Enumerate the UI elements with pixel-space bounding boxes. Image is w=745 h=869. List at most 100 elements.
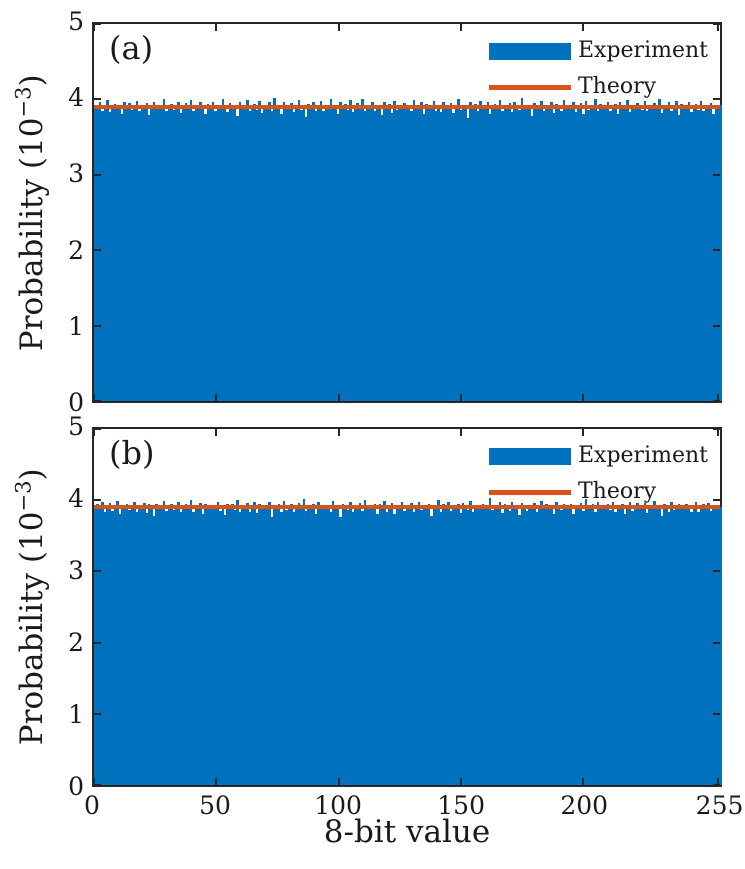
histogram-bar: [542, 509, 546, 785]
histogram-bar: [174, 105, 178, 401]
histogram-bar: [246, 503, 249, 785]
y-tick-mark: [94, 173, 101, 176]
histogram-bar: [182, 507, 185, 785]
histogram-bar: [238, 102, 242, 401]
y-tick-mark: [94, 23, 101, 25]
histogram-bar: [464, 506, 467, 785]
histogram-bar: [508, 103, 512, 401]
histogram-bar: [233, 510, 237, 785]
histogram-bar: [317, 106, 320, 401]
histogram-bar: [297, 100, 301, 401]
histogram-bar: [277, 503, 281, 785]
histogram-bar: [432, 100, 435, 401]
histogram-bar: [437, 500, 440, 785]
histogram-bar: [385, 108, 389, 401]
histogram-bar: [287, 506, 291, 785]
histogram-bar: [302, 498, 305, 785]
histogram-bar: [503, 504, 507, 785]
histogram-bar: [292, 512, 296, 785]
histogram-bar: [589, 105, 592, 401]
histogram-bar: [601, 108, 605, 401]
histogram-bar: [346, 109, 350, 401]
histogram-bar: [540, 100, 543, 401]
histogram-bar: [565, 505, 568, 785]
histogram-bar: [572, 102, 575, 401]
histogram-bar: [145, 513, 148, 785]
x-tick-mark: [716, 429, 719, 436]
histogram-bar: [162, 99, 166, 401]
histogram-bar: [427, 109, 431, 401]
histogram-bar: [469, 500, 472, 785]
histogram-bar: [145, 103, 148, 401]
histogram-bar: [430, 105, 433, 401]
histogram-bar: [511, 501, 514, 785]
histogram-bar: [695, 103, 698, 401]
histogram-bar: [677, 115, 681, 401]
histogram-bar: [366, 105, 369, 401]
histogram-bar: [609, 110, 612, 401]
histogram-bar: [187, 108, 190, 401]
histogram-bar: [307, 103, 310, 401]
x-tick-label: 50: [199, 791, 231, 820]
histogram-bar: [699, 507, 703, 785]
y-tick-mark: [713, 173, 720, 176]
legend-entry-theory: Theory: [488, 75, 708, 99]
histogram-bar: [400, 106, 404, 401]
histogram-bar: [584, 100, 588, 401]
histogram-bar: [471, 106, 475, 401]
histogram-bar: [344, 103, 347, 401]
histogram-bar: [128, 103, 131, 401]
histogram-bar: [547, 508, 551, 785]
histogram-bar: [645, 513, 649, 785]
histogram-bar: [587, 109, 590, 401]
histogram-bar: [457, 504, 460, 785]
x-tick-mark: [716, 778, 719, 785]
x-tick-mark: [215, 394, 218, 401]
histogram-bar: [481, 109, 485, 401]
histogram-bar: [395, 109, 399, 401]
histogram-bar: [282, 101, 286, 401]
histogram-bar: [523, 108, 526, 401]
histogram-bar: [618, 102, 622, 401]
histogram-bar: [106, 100, 109, 401]
y-tick-label: 4: [68, 83, 84, 113]
y-tick-mark: [713, 249, 720, 252]
histogram-bar: [515, 505, 519, 785]
histogram-bar: [457, 99, 460, 401]
histogram-bar: [172, 510, 175, 785]
histogram-bar: [329, 99, 332, 401]
y-tick-label: 0: [68, 772, 84, 801]
histogram-bar: [655, 509, 659, 785]
histogram-bar: [508, 510, 512, 785]
histogram-bar: [587, 509, 590, 785]
histogram-bar: [322, 110, 325, 401]
histogram-bar: [253, 501, 256, 785]
histogram-bar: [501, 110, 504, 401]
histogram-bar: [98, 509, 102, 785]
y-tick-mark: [713, 570, 720, 573]
histogram-bar: [623, 513, 627, 785]
histogram-bar: [670, 501, 673, 785]
histogram-bar: [525, 104, 529, 401]
histogram-bar: [606, 504, 610, 785]
histogram-bar: [179, 512, 183, 785]
x-tick-mark: [337, 778, 340, 785]
histogram-bar: [528, 106, 531, 401]
histogram-bar: [555, 502, 558, 785]
histogram-bar: [339, 516, 342, 785]
y-axis-label-exponent: −3: [10, 480, 36, 512]
histogram-bar: [393, 100, 396, 401]
histogram-bar: [577, 106, 580, 401]
histogram-bar: [199, 503, 202, 785]
histogram-bar: [285, 106, 288, 401]
histogram-bar: [412, 512, 416, 785]
histogram-bar: [243, 109, 247, 401]
histogram-bar: [638, 508, 642, 785]
histogram-bar: [506, 107, 509, 401]
histogram-bar: [152, 102, 156, 401]
histogram-bar: [488, 498, 492, 785]
histogram-bar: [479, 508, 482, 785]
histogram-bar: [157, 104, 161, 401]
histogram-bar: [611, 106, 615, 401]
histogram-bar: [228, 103, 232, 401]
